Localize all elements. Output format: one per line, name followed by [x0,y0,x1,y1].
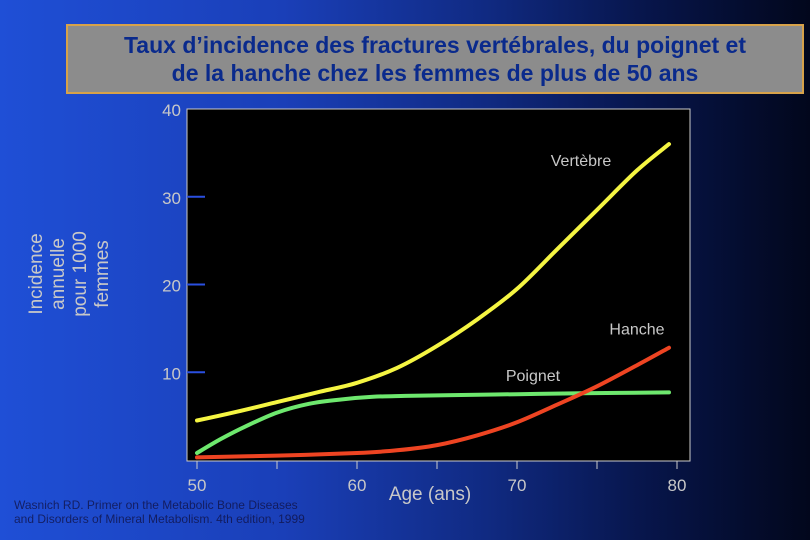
plot-area [186,108,691,462]
x-tick-label-60: 60 [348,476,367,495]
x-axis-label: Age (ans) [389,484,471,505]
annotation-hanche: Hanche [609,322,664,339]
chart-title: Taux d’incidence des fractures vertébral… [123,32,747,86]
series-line-vertebre [195,142,671,423]
series-line-poignet [195,390,671,455]
y-tick-label-30: 30 [162,189,181,208]
chart-title-box: Taux d’incidence des fractures vertébral… [66,24,804,94]
annotation-vertebre: Vertèbre [551,153,612,170]
source-citation: Wasnich RD. Primer on the Metabolic Bone… [14,498,305,526]
y-tick-label-10: 10 [162,364,181,383]
series-line-hanche [195,345,671,460]
annotation-poignet: Poignet [506,368,561,385]
x-tick-label-80: 80 [668,476,687,495]
y-tick-label-40: 40 [162,101,181,120]
x-tick-label-70: 70 [508,476,527,495]
x-tick-label-50: 50 [188,476,207,495]
y-tick-label-20: 20 [162,277,181,296]
